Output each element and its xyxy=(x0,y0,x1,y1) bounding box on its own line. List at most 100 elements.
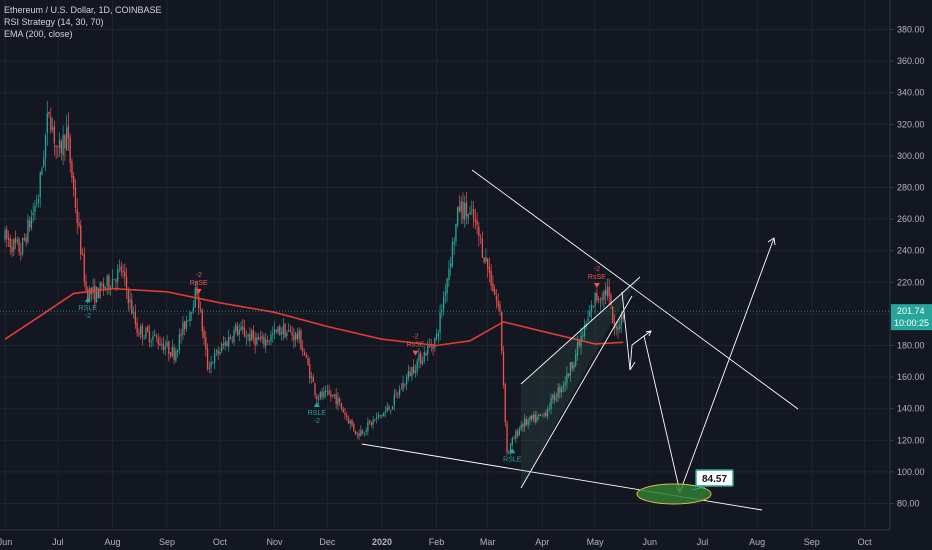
candle xyxy=(27,214,29,244)
candle xyxy=(139,323,142,340)
candle xyxy=(182,316,184,340)
candle xyxy=(515,428,517,444)
x-tick-label: Sep xyxy=(159,537,175,547)
candle xyxy=(53,120,55,156)
candle xyxy=(356,432,358,439)
candle xyxy=(284,322,286,338)
candle xyxy=(525,416,528,427)
x-tick-label: Mar xyxy=(480,537,496,547)
x-tick-label: Jul xyxy=(52,537,64,547)
candle xyxy=(95,286,98,304)
candle xyxy=(280,327,283,341)
candle xyxy=(532,411,535,423)
candle xyxy=(305,352,307,359)
candle xyxy=(94,278,96,309)
y-tick-label: 80.00 xyxy=(897,499,920,509)
candle xyxy=(566,366,568,390)
symbol-title[interactable]: Ethereum / U.S. Dollar, 1D, COINBASE xyxy=(4,5,162,15)
candle xyxy=(390,409,392,415)
candle xyxy=(391,405,394,410)
candle xyxy=(13,237,15,256)
candle xyxy=(617,318,619,339)
candle xyxy=(594,292,596,314)
y-tick-label: 340.00 xyxy=(897,88,925,98)
y-tick-label: 280.00 xyxy=(897,183,925,193)
rsi-strategy-label[interactable]: RSI Strategy (14, 30, 70) xyxy=(4,17,104,27)
candle xyxy=(294,331,297,348)
candle xyxy=(596,288,598,303)
candle xyxy=(546,405,549,420)
candle xyxy=(622,313,624,323)
candle xyxy=(360,425,362,437)
candle xyxy=(101,281,103,291)
candle xyxy=(501,311,503,356)
ema-label[interactable]: EMA (200, close) xyxy=(4,29,73,39)
candle xyxy=(219,347,221,356)
svg-text:-2: -2 xyxy=(85,313,91,320)
chart-legend: Ethereum / U.S. Dollar, 1D, COINBASE RSI… xyxy=(4,4,162,40)
candle xyxy=(143,334,145,340)
candle xyxy=(527,418,529,430)
candle xyxy=(541,415,543,417)
candle xyxy=(286,330,288,341)
descending-trendline[interactable] xyxy=(471,169,799,410)
candle xyxy=(448,260,450,288)
wedge-upper-line[interactable] xyxy=(520,276,641,385)
svg-text:RSLE: RSLE xyxy=(503,456,522,463)
candle xyxy=(176,349,179,358)
candle xyxy=(395,389,397,398)
target-zone-ellipse[interactable] xyxy=(636,483,712,505)
y-tick-label: 140.00 xyxy=(897,404,925,414)
candle xyxy=(300,328,302,351)
candle xyxy=(464,195,466,228)
candle xyxy=(245,330,247,346)
candle xyxy=(187,319,189,322)
price-axis[interactable]: 380.00 360.00 340.00 320.00 300.00 280.00 260.… xyxy=(889,0,925,530)
candle xyxy=(407,364,410,382)
candle xyxy=(612,306,614,324)
candle xyxy=(287,323,290,332)
candle xyxy=(555,392,557,403)
candle xyxy=(296,328,299,343)
candle xyxy=(442,290,445,316)
time-axis[interactable]: Jun Jul Aug Sep Oct Nov Dec 2020 Feb Mar Apr May Jun… xyxy=(0,529,890,547)
candle xyxy=(481,231,484,259)
candle xyxy=(213,347,216,370)
candle xyxy=(147,325,149,333)
candle xyxy=(411,366,413,381)
candle xyxy=(46,100,48,147)
candle xyxy=(206,343,209,372)
y-tick-label: 380.00 xyxy=(897,25,925,35)
arrow-head xyxy=(629,361,636,371)
candle xyxy=(242,319,244,335)
candle xyxy=(141,322,144,346)
candle xyxy=(471,200,473,216)
candle xyxy=(520,420,522,432)
candle xyxy=(337,392,339,411)
candle xyxy=(265,332,267,354)
candle xyxy=(599,297,602,310)
candle xyxy=(138,328,140,338)
candle xyxy=(221,341,223,354)
candle xyxy=(62,125,64,166)
x-tick-label: May xyxy=(587,537,605,547)
candle xyxy=(398,385,401,399)
candle xyxy=(483,257,485,264)
bullish-projection-arrow[interactable] xyxy=(679,237,775,493)
candle xyxy=(333,393,336,399)
wedge-lower-line[interactable] xyxy=(520,295,633,489)
candle xyxy=(330,389,332,402)
svg-text:RsSE: RsSE xyxy=(406,342,424,349)
last-price-tag[interactable]: 201.74 10:00:25 xyxy=(891,304,932,331)
candle xyxy=(317,394,320,405)
candle xyxy=(64,133,66,161)
drawings[interactable]: 84.57 xyxy=(361,169,799,511)
target-callout[interactable]: 84.57 xyxy=(691,469,734,491)
candle xyxy=(229,333,232,340)
candle xyxy=(249,327,251,347)
candle xyxy=(120,261,122,277)
